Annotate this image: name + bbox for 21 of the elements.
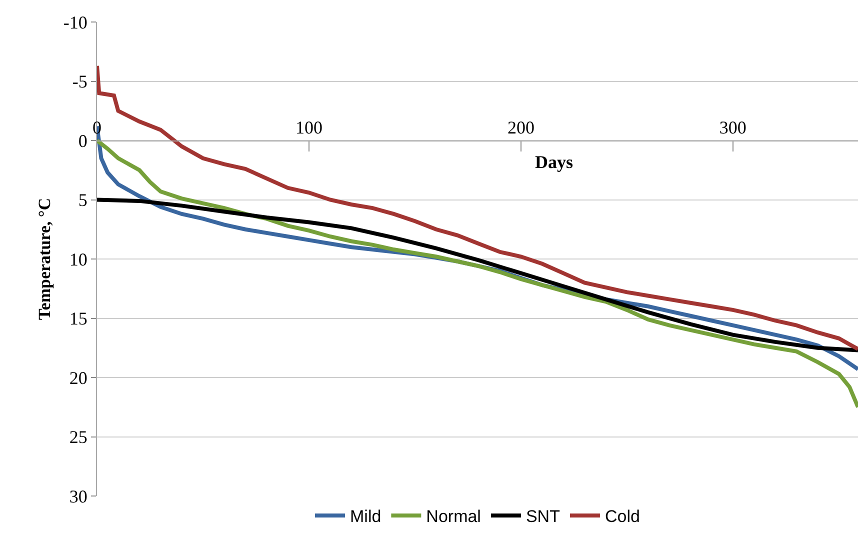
x-tick-label: 100 — [295, 117, 322, 138]
y-tick-label: 10 — [69, 249, 88, 270]
line-series — [97, 138, 858, 410]
y-tick-label: 15 — [69, 308, 88, 329]
legend-label: Normal — [426, 507, 481, 526]
y-tick-label: 5 — [78, 190, 88, 210]
legend-label: Mild — [350, 507, 382, 526]
x-axis-title: Days — [535, 152, 574, 172]
legend-label: SNT — [526, 507, 560, 526]
y-tick-label: -10 — [63, 12, 88, 32]
y-tick-label: 25 — [69, 427, 88, 448]
x-tick-label: 0 — [92, 117, 102, 138]
y-tick-label: 20 — [69, 368, 88, 388]
line-series — [97, 198, 858, 352]
y-tick-label: 0 — [78, 130, 88, 151]
legend-label: Cold — [604, 507, 640, 526]
y-axis-title: Temperature, °C — [34, 198, 54, 320]
x-tick-label: 200 — [507, 117, 534, 138]
y-tick-label: 30 — [69, 486, 88, 506]
y-tick-label: -5 — [72, 72, 88, 92]
x-tick-label: 300 — [719, 117, 746, 138]
